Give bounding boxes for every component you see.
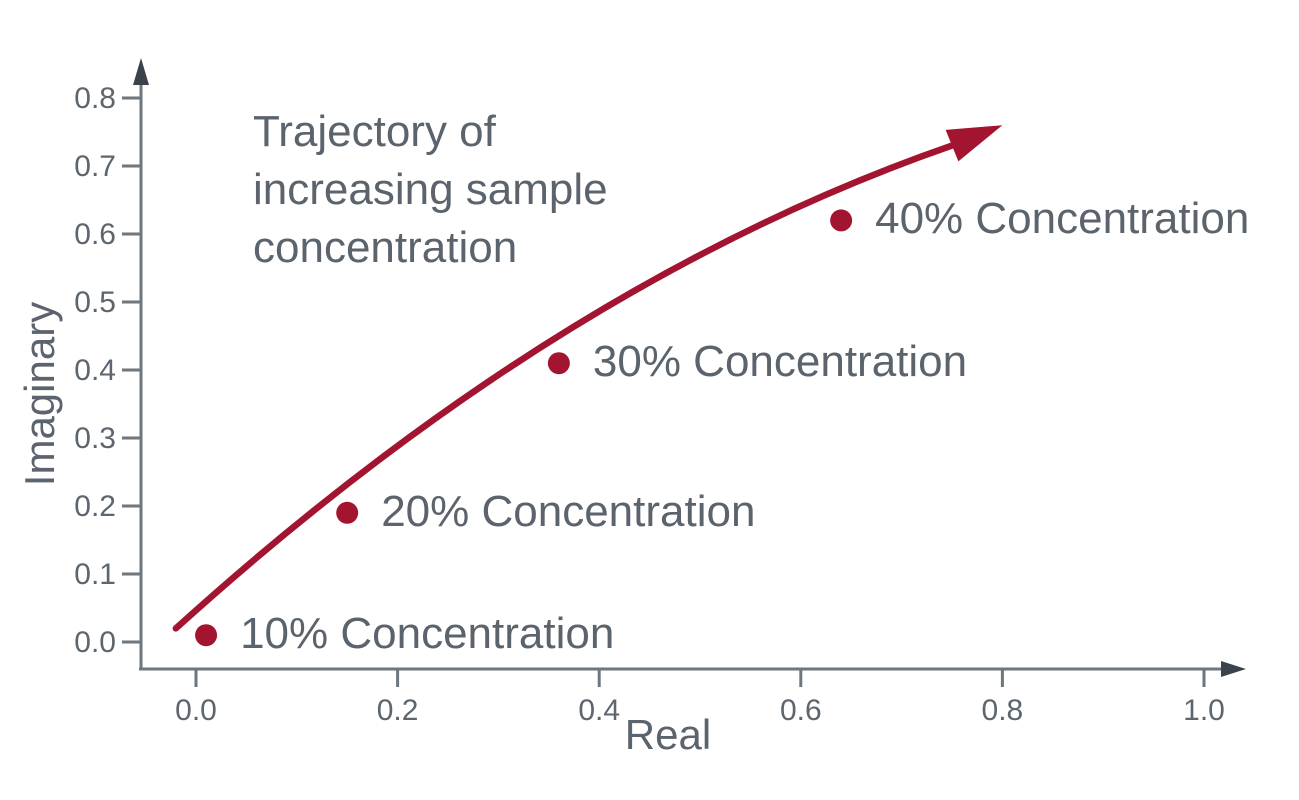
data-point: [547, 352, 570, 375]
annotation-line-2: increasing sample: [253, 165, 608, 214]
point-label-10pct: 10% Concentration: [240, 609, 615, 659]
x-axis-arrowhead-icon: [1221, 661, 1246, 677]
y-tick-label: 0.8: [74, 82, 116, 115]
x-tick-label: 0.4: [578, 694, 621, 727]
data-point: [336, 501, 359, 524]
x-tick-label: 0.2: [376, 694, 419, 727]
annotation-trajectory: Trajectory of increasing sample concentr…: [253, 103, 608, 277]
data-point: [195, 624, 218, 647]
y-tick-label: 0.4: [74, 354, 116, 387]
x-tick-label: 1.0: [1183, 694, 1225, 727]
point-label-20pct: 20% Concentration: [381, 486, 756, 536]
data-point: [830, 209, 853, 232]
x-tick-label: 0.8: [981, 694, 1024, 727]
y-tick-label: 0.5: [74, 286, 116, 319]
y-axis-arrowhead-icon: [133, 58, 149, 85]
y-tick-label: 0.1: [74, 558, 116, 591]
trajectory-curve: [172, 142, 956, 632]
y-tick-label: 0.2: [74, 490, 116, 523]
trajectory-arrowhead-icon: [945, 125, 1003, 162]
x-axis-title: Real: [624, 711, 712, 758]
y-tick-label: 0.3: [74, 422, 116, 455]
annotation-line-1: Trajectory of: [253, 107, 496, 156]
point-label-40pct: 40% Concentration: [875, 194, 1250, 244]
x-tick-label: 0.6: [779, 694, 822, 727]
x-tick-label: 0.0: [175, 694, 217, 727]
y-tick-label: 0.0: [74, 626, 116, 659]
y-tick-label: 0.7: [74, 150, 116, 183]
annotation-line-3: concentration: [253, 223, 518, 272]
point-label-30pct: 30% Concentration: [592, 337, 968, 387]
y-tick-label: 0.6: [74, 218, 116, 251]
y-axis-title: Imaginary: [16, 301, 63, 487]
